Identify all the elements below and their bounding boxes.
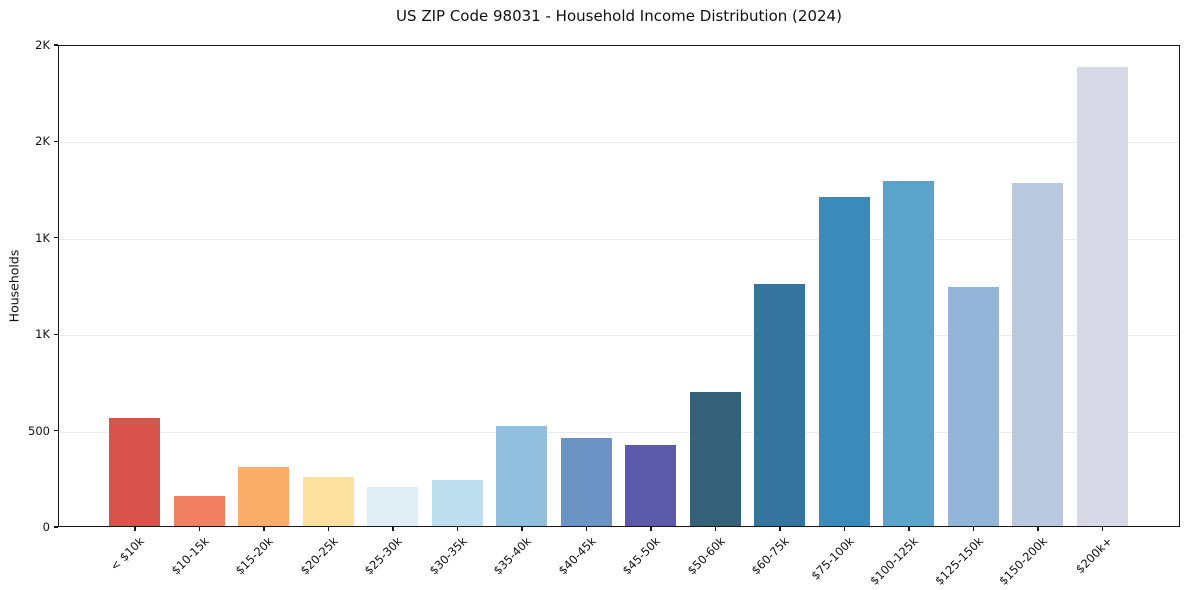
bar-7: [496, 425, 548, 526]
bar-1: [109, 418, 161, 526]
y-tick-mark: [54, 526, 58, 528]
x-tick-mark: [263, 527, 265, 531]
y-tick-mark: [54, 430, 58, 432]
gridline: [59, 335, 1179, 337]
gridline: [59, 238, 1179, 240]
bar-14: [947, 286, 999, 526]
y-tick-mark: [54, 140, 58, 142]
y-axis-label: Households: [6, 249, 22, 323]
bar-2: [173, 496, 225, 526]
x-tick-mark: [1037, 527, 1039, 531]
x-tick-mark: [198, 527, 201, 531]
bar-3: [238, 467, 290, 526]
gridline: [59, 142, 1179, 144]
bar-15: [1012, 182, 1064, 526]
bar-9: [625, 445, 677, 526]
x-tick-mark: [1101, 527, 1104, 531]
x-tick-mark: [908, 527, 910, 531]
y-tick-label: 2K: [35, 134, 50, 149]
bar-10: [689, 392, 741, 526]
bar-13: [883, 180, 935, 526]
y-tick-label: 1K: [35, 327, 50, 342]
plot-area: [58, 45, 1180, 527]
chart-title: US ZIP Code 98031 - Household Income Dis…: [396, 7, 842, 25]
x-tick-mark: [714, 527, 717, 531]
bar-12: [818, 197, 870, 526]
bar-8: [560, 438, 612, 526]
bar-6: [431, 479, 483, 526]
x-tick-mark: [456, 527, 459, 531]
y-tick-label: 0: [42, 520, 50, 534]
y-tick-mark: [54, 44, 58, 46]
bar-16: [1076, 67, 1128, 526]
x-tick-mark: [972, 527, 975, 531]
x-tick-mark: [843, 527, 846, 531]
bar-11: [754, 284, 806, 526]
x-tick-mark: [585, 527, 588, 531]
x-tick-mark: [650, 527, 652, 531]
y-tick-label: 1K: [35, 230, 50, 245]
y-tick-label: 2K: [35, 38, 50, 52]
y-tick-mark: [54, 237, 58, 239]
y-tick-mark: [54, 333, 58, 335]
y-tick-label: 500: [28, 423, 50, 438]
x-tick-label: < $10k: [107, 534, 147, 574]
x-tick-mark: [134, 527, 136, 531]
x-tick-mark: [327, 527, 330, 531]
x-tick-mark: [521, 527, 523, 531]
x-tick-mark: [392, 527, 394, 531]
gridline: [59, 431, 1179, 433]
bar-5: [367, 486, 419, 526]
x-tick-mark: [779, 527, 781, 531]
bar-4: [302, 476, 354, 526]
